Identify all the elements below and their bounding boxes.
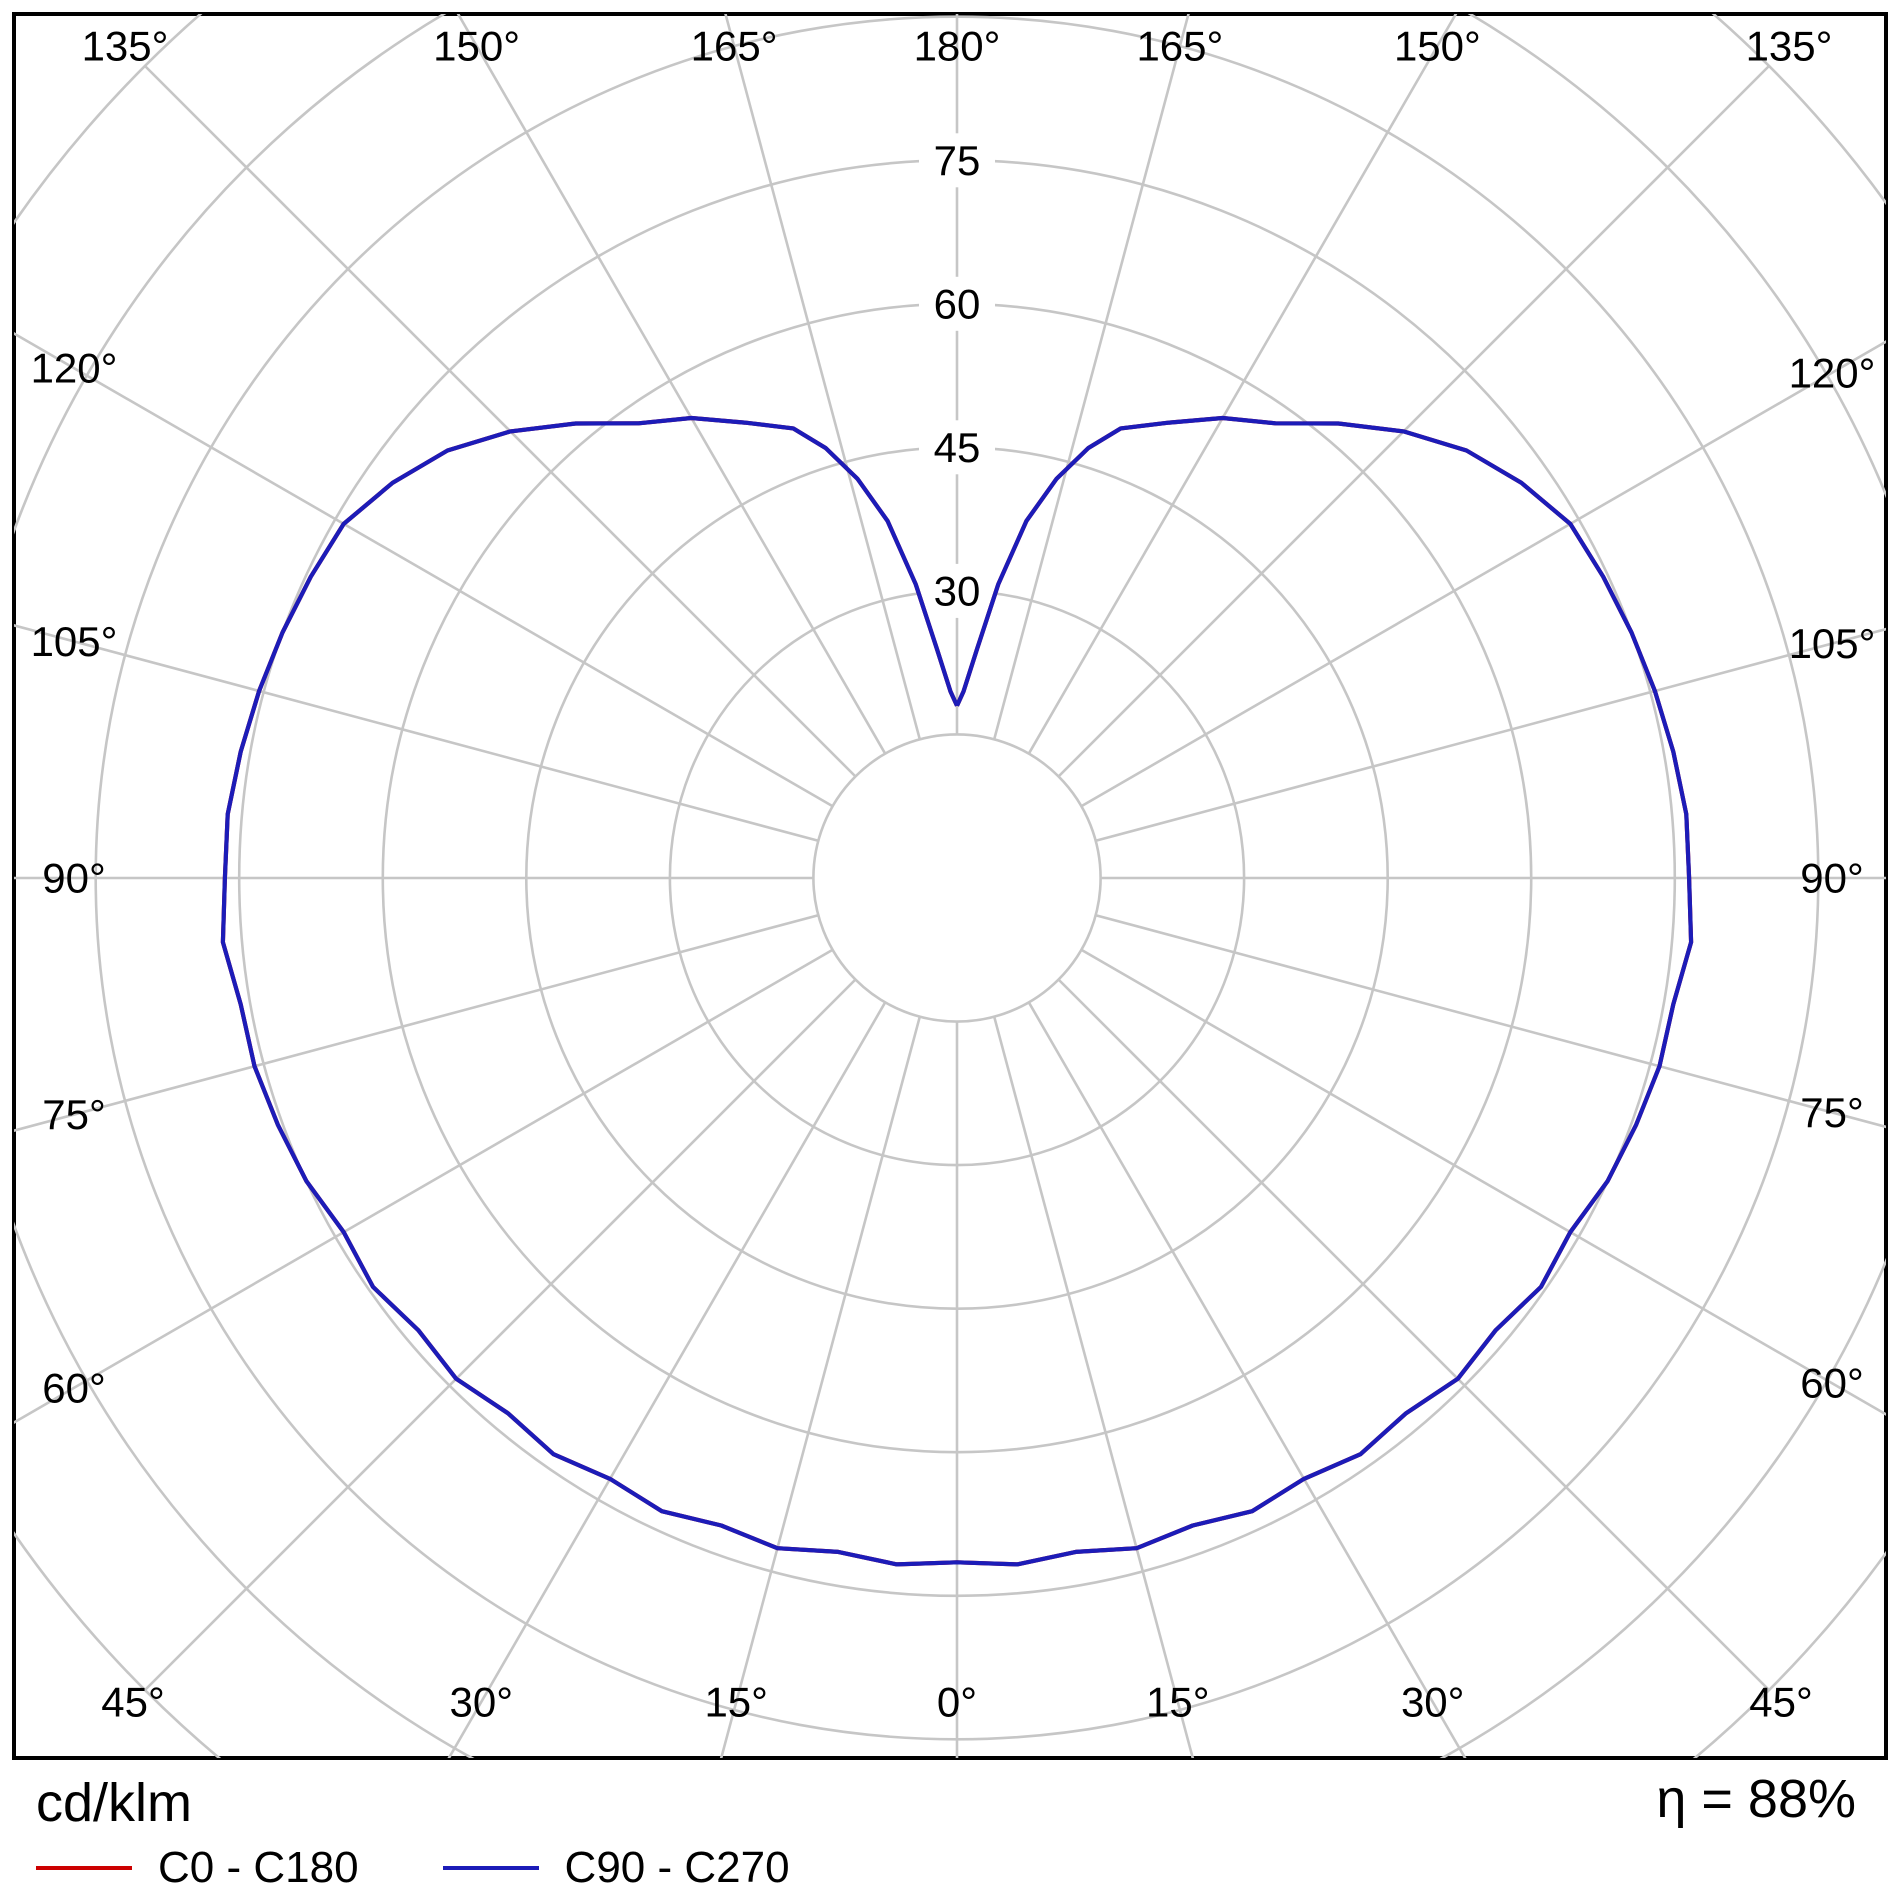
svg-text:45°: 45° (1749, 1679, 1813, 1726)
svg-text:75°: 75° (42, 1091, 106, 1138)
svg-text:45°: 45° (101, 1679, 165, 1726)
svg-text:90°: 90° (42, 855, 106, 902)
svg-text:15°: 15° (704, 1679, 768, 1726)
legend-label: C0 - C180 (158, 1843, 359, 1892)
svg-text:150°: 150° (1394, 23, 1481, 70)
svg-text:30: 30 (934, 567, 981, 614)
svg-text:105°: 105° (1789, 620, 1876, 667)
c90-c270-line-swatch (442, 1866, 539, 1870)
c0-c180-line-swatch (36, 1866, 132, 1870)
chart-border (12, 12, 1888, 1760)
svg-text:60: 60 (934, 280, 981, 327)
svg-text:120°: 120° (1789, 349, 1876, 396)
svg-text:30°: 30° (1401, 1679, 1465, 1726)
legend-item-c0-c180: C0 - C180 (36, 1846, 359, 1890)
svg-text:120°: 120° (31, 345, 118, 392)
svg-text:180°: 180° (914, 23, 1001, 70)
radial-tick-chips (919, 133, 995, 618)
unit-label: cd/klm (36, 1773, 193, 1833)
svg-text:60°: 60° (42, 1364, 106, 1411)
svg-text:90°: 90° (1800, 855, 1864, 902)
svg-text:150°: 150° (433, 23, 520, 70)
legend-label: C90 - C270 (564, 1843, 790, 1892)
svg-text:105°: 105° (31, 618, 118, 665)
curve-c90-c270 (220, 415, 1694, 1567)
legend-item-c90-c270: C90 - C270 (442, 1843, 790, 1892)
svg-text:15°: 15° (1146, 1679, 1210, 1726)
svg-text:135°: 135° (82, 23, 169, 70)
svg-text:75°: 75° (1800, 1089, 1864, 1136)
radial-tick-labels: 30 45 60 75 (934, 137, 981, 615)
svg-text:30°: 30° (450, 1679, 514, 1726)
svg-text:165°: 165° (1136, 23, 1223, 70)
svg-text:165°: 165° (691, 23, 778, 70)
svg-text:135°: 135° (1746, 23, 1833, 70)
svg-text:60°: 60° (1800, 1360, 1864, 1407)
svg-text:75: 75 (934, 137, 981, 184)
svg-text:0°: 0° (937, 1679, 977, 1726)
angle-labels: 0° 15° 15° 30° 30° 45° 45° 60° 60° 75° 75° 90° 90° 10… (31, 23, 1876, 1726)
efficiency-label: η = 88% (1656, 1769, 1856, 1829)
svg-text:45: 45 (934, 424, 981, 471)
legend: C0 - C180 C90 - C270 (36, 1846, 790, 1890)
